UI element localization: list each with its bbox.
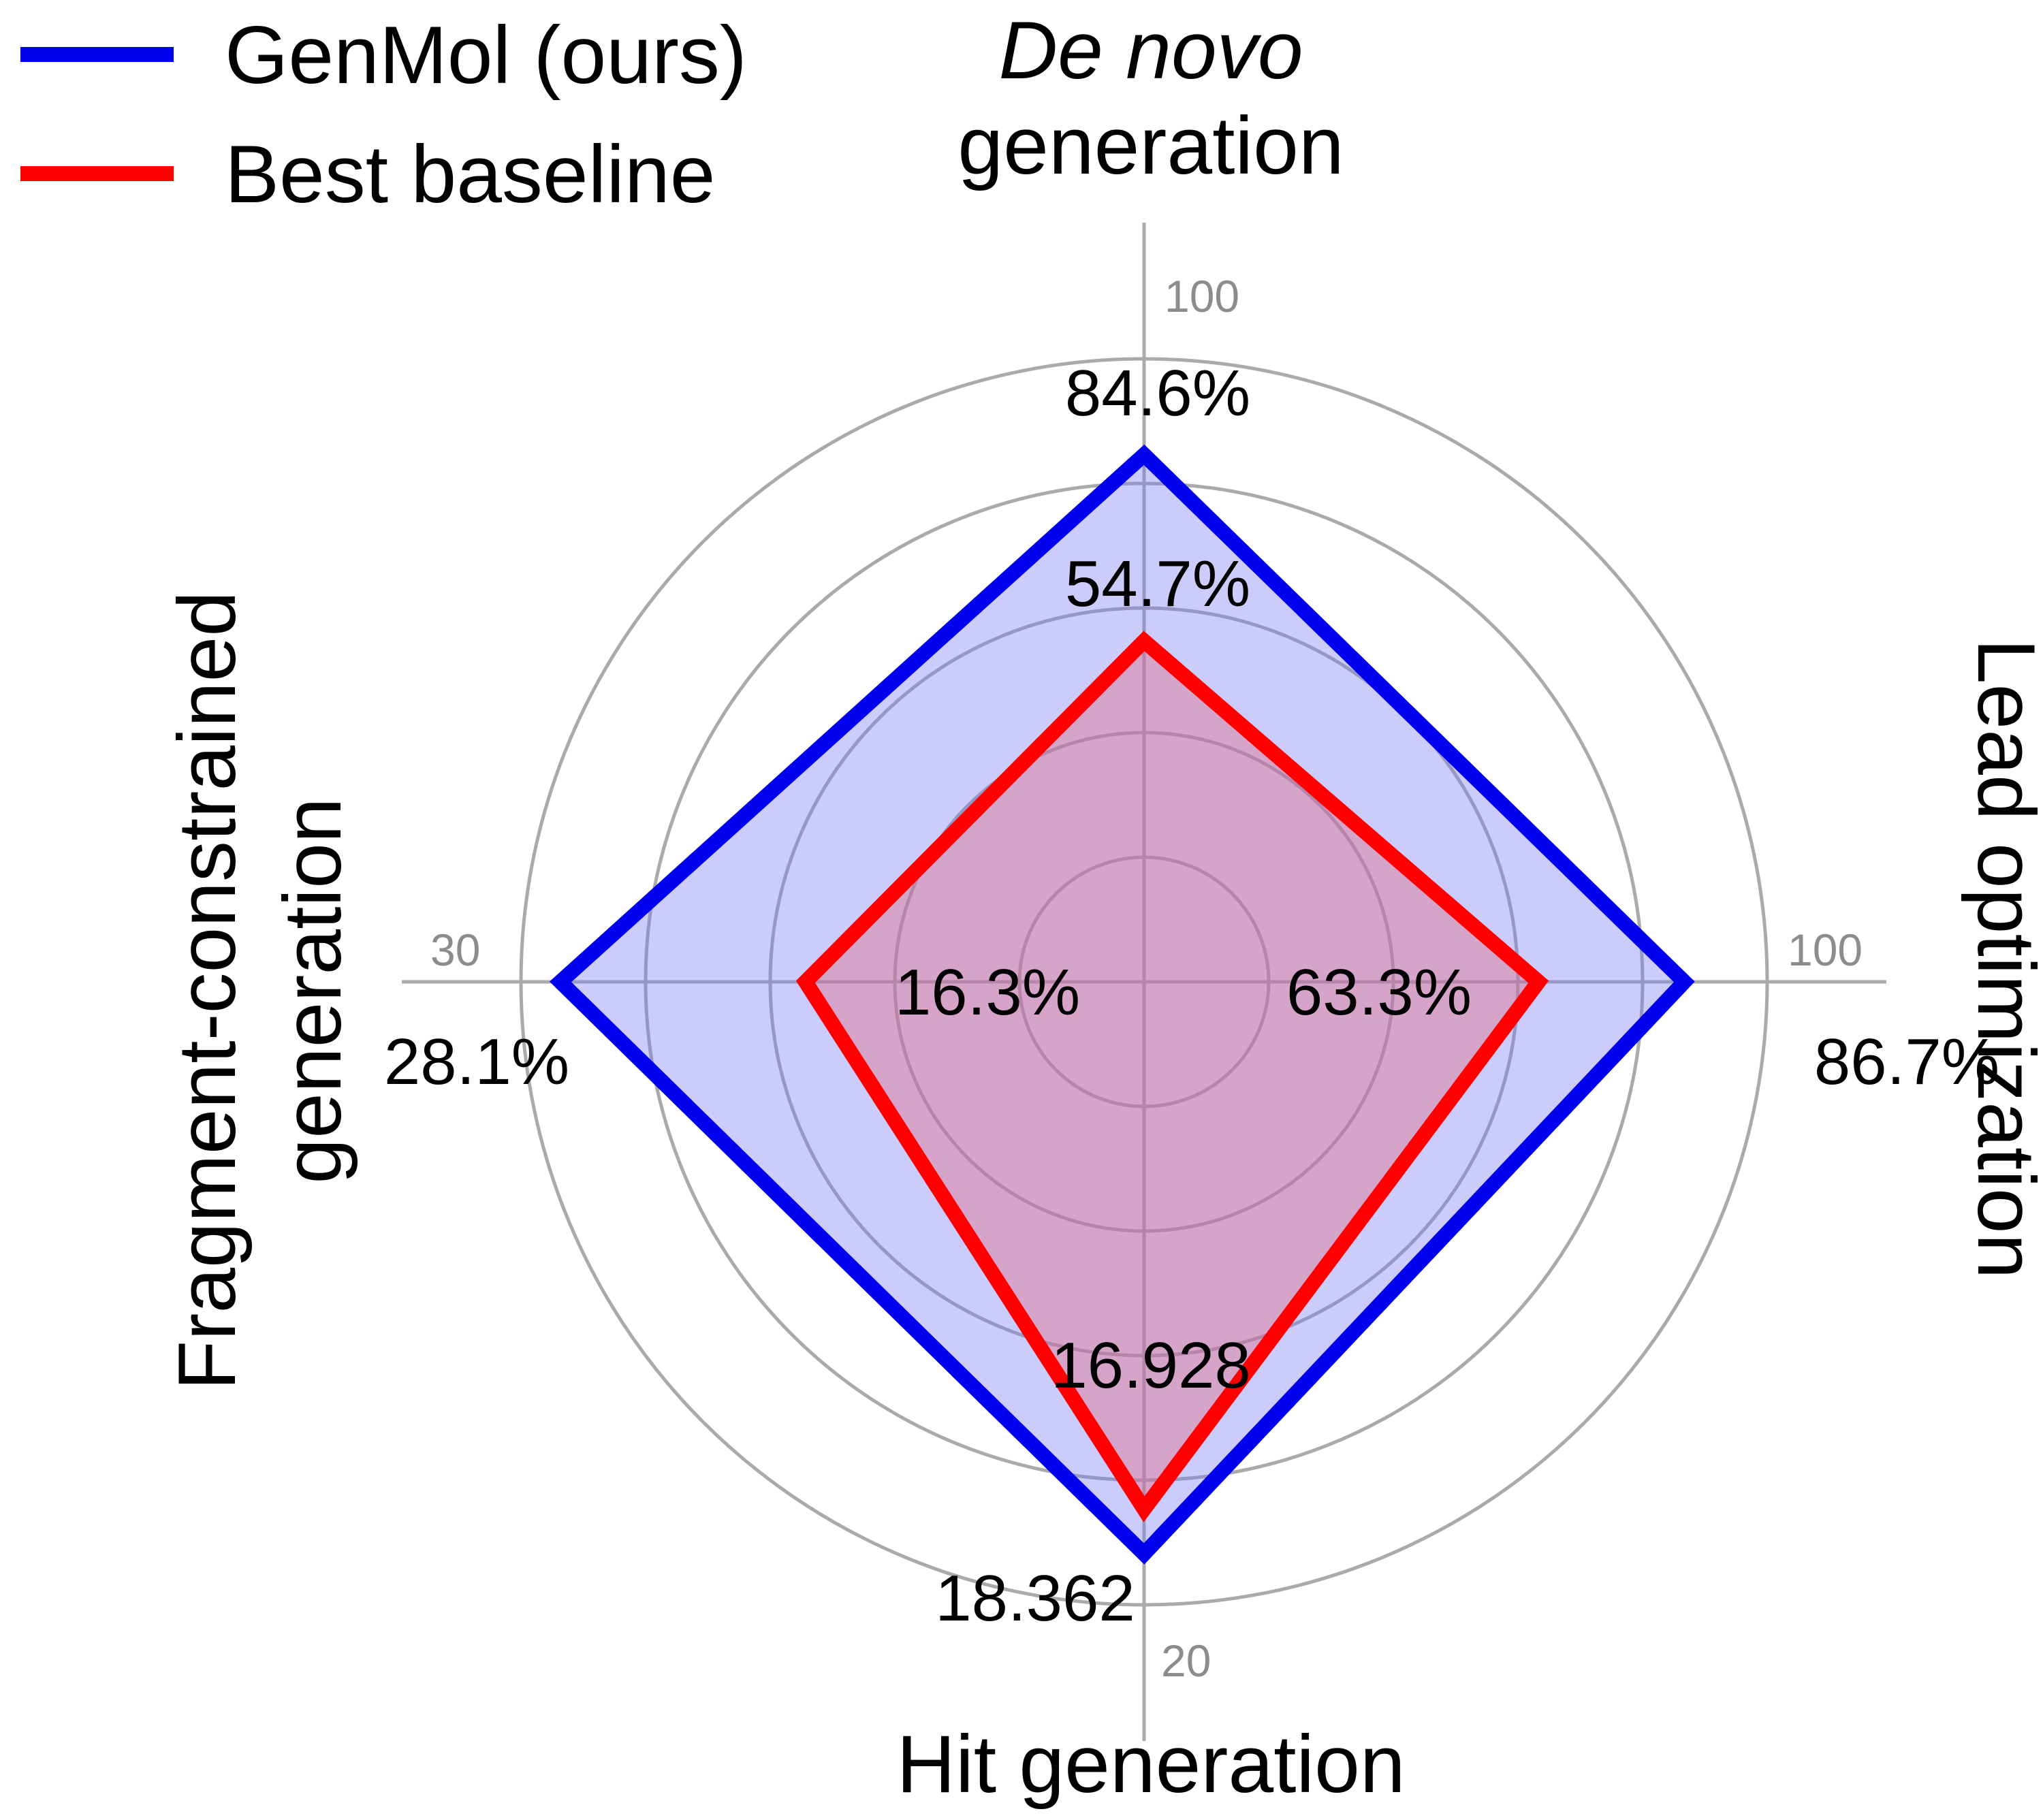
axis-title-fragment-line-1: Fragment-constrained	[161, 591, 253, 1390]
legend-label-genmol: GenMol (ours)	[225, 10, 747, 101]
value-label-fragment-genmol: 28.1%	[384, 1025, 569, 1098]
series-line-baseline	[795, 630, 1549, 1522]
tick-label-fragment-max: 30	[430, 925, 480, 975]
value-label-hit-gen-genmol: 18.362	[935, 1562, 1135, 1635]
axis-title-de-novo: generation	[957, 100, 1344, 191]
value-label-fragment-baseline: 16.3%	[895, 956, 1080, 1029]
legend-label-baseline: Best baseline	[225, 129, 715, 220]
axis-title-fragment-line-2: generation	[267, 797, 358, 1183]
value-label-de-novo-genmol: 84.6%	[1065, 357, 1250, 430]
axis-title-hit-generation: Hit generation	[896, 1719, 1405, 1810]
series-line-genmol	[549, 444, 1695, 1565]
tick-label-lead-opt-max: 100	[1788, 925, 1863, 975]
value-label-de-novo-baseline: 54.7%	[1065, 547, 1250, 620]
axis-title-lead-optimization: Lead optimization	[1961, 639, 2043, 1279]
value-label-lead-opt-baseline: 63.3%	[1286, 956, 1472, 1029]
tick-label-de-novo-max: 100	[1165, 271, 1239, 321]
value-label-hit-gen-baseline: 16.928	[1051, 1329, 1251, 1402]
axis-title-de-novo-italic: De novo	[999, 5, 1303, 96]
tick-label-hit-gen-max: 20	[1161, 1635, 1211, 1686]
value-label-lead-opt-genmol: 86.7%	[1814, 1025, 1999, 1098]
series-fill-baseline	[805, 641, 1539, 1510]
